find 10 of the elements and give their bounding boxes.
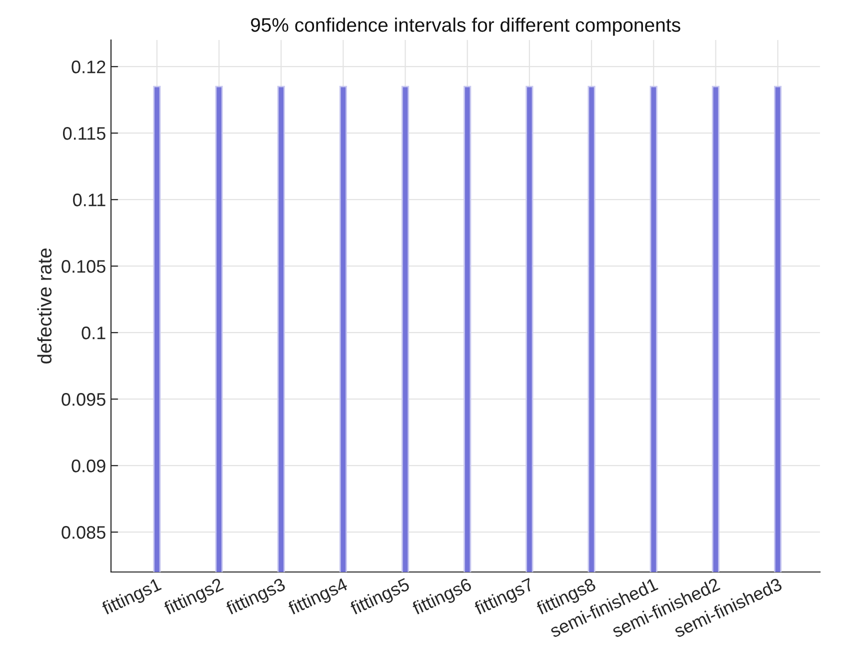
y-tick-label: 0.115 (62, 127, 106, 140)
y-tick-label: 0.095 (62, 393, 106, 406)
y-tick-label: 0.105 (62, 260, 106, 273)
y-tick-label: 0.1 (82, 326, 106, 340)
y-tick-label: 0.11 (73, 194, 106, 206)
y-axis-title: defective rate (37, 248, 52, 364)
y-tick-label: 0.12 (72, 60, 106, 74)
chart-title: 95% confidence intervals for different components (250, 18, 680, 36)
y-tick-label: 0.085 (62, 526, 106, 539)
y-tick-label: 0.09 (72, 460, 106, 472)
